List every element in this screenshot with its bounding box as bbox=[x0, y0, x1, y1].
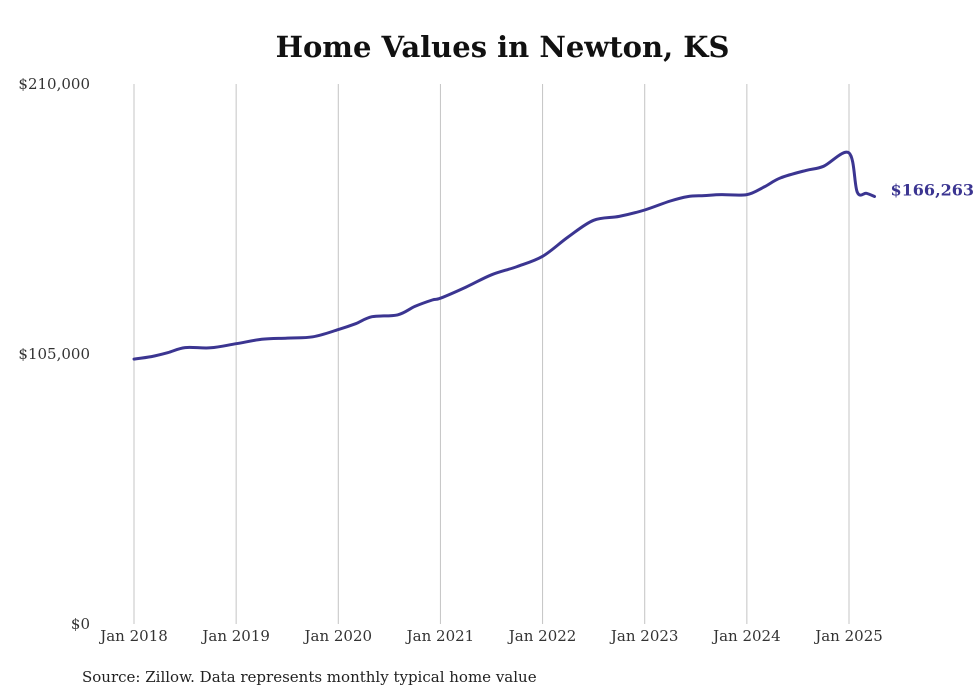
x-tick-label: Jan 2022 bbox=[507, 627, 577, 645]
chart-title: Home Values in Newton, KS bbox=[275, 30, 730, 64]
x-tick-label: Jan 2024 bbox=[711, 627, 781, 645]
source-note: Source: Zillow. Data represents monthly … bbox=[82, 668, 537, 686]
end-value-label: $166,263 bbox=[891, 180, 975, 199]
x-tick-label: Jan 2018 bbox=[98, 627, 168, 645]
y-axis-ticks: $0 $105,000 $210,000 bbox=[18, 75, 90, 633]
x-tick-label: Jan 2021 bbox=[405, 627, 475, 645]
x-tick-label: Jan 2023 bbox=[609, 627, 679, 645]
series-line bbox=[132, 150, 876, 361]
y-tick-label: $105,000 bbox=[18, 345, 90, 363]
x-axis-ticks: Jan 2018 Jan 2019 Jan 2020 Jan 2021 Jan 2022… bbox=[98, 627, 883, 645]
x-tick-label: Jan 2020 bbox=[303, 627, 373, 645]
series-group bbox=[132, 150, 876, 361]
y-tick-label: $0 bbox=[71, 615, 90, 633]
x-tick-label: Jan 2025 bbox=[813, 627, 883, 645]
y-tick-label: $210,000 bbox=[18, 75, 90, 93]
x-tick-label: Jan 2019 bbox=[200, 627, 270, 645]
grid-lines bbox=[133, 84, 850, 624]
